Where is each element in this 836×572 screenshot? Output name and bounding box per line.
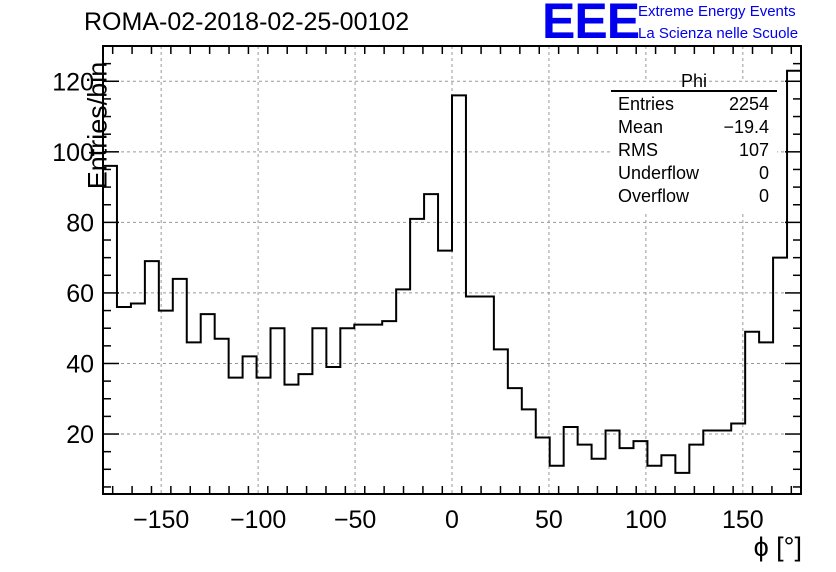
y-axis-label: Entries/bin xyxy=(82,61,113,190)
x-axis-label: ϕ [°] xyxy=(753,532,802,562)
stats-row-label: Underflow xyxy=(618,163,700,183)
logo-line-1: Extreme Energy Events xyxy=(638,3,796,20)
logo-line-2: La Scienza nelle Scuole xyxy=(638,25,799,42)
x-tick-label: 50 xyxy=(535,506,563,534)
y-tick-label: 120 xyxy=(52,68,94,96)
stats-box xyxy=(611,82,777,212)
x-tick-label: −150 xyxy=(133,506,189,534)
stats-row-label: Overflow xyxy=(618,186,690,206)
y-tick-label: 60 xyxy=(66,280,94,308)
stats-row-label: Mean xyxy=(618,117,663,137)
stats-box-title: Phi xyxy=(681,71,707,91)
plot-frame xyxy=(102,45,802,495)
stats-row-label: Entries xyxy=(618,94,674,114)
stats-row-value: 107 xyxy=(739,140,769,160)
stats-row-label: RMS xyxy=(618,140,658,160)
y-tick-label: 20 xyxy=(66,421,94,449)
stats-row-value: 2254 xyxy=(729,94,769,114)
y-tick-label: 100 xyxy=(52,139,94,167)
x-tick-label: −100 xyxy=(230,506,286,534)
stats-row-value: 0 xyxy=(759,163,769,183)
chart-title: ROMA-02-2018-02-25-00102 xyxy=(84,8,410,36)
y-tick-label: 80 xyxy=(66,209,94,237)
x-tick-label: −50 xyxy=(334,506,376,534)
x-tick-label: 150 xyxy=(722,506,764,534)
x-tick-label: 0 xyxy=(445,506,459,534)
eee-logo: EEE xyxy=(542,0,640,49)
stats-row-value: −19.4 xyxy=(723,117,769,137)
histogram-series xyxy=(103,69,801,474)
x-tick-label: 100 xyxy=(625,506,667,534)
stats-row-value: 0 xyxy=(759,186,769,206)
y-tick-label: 40 xyxy=(66,350,94,378)
